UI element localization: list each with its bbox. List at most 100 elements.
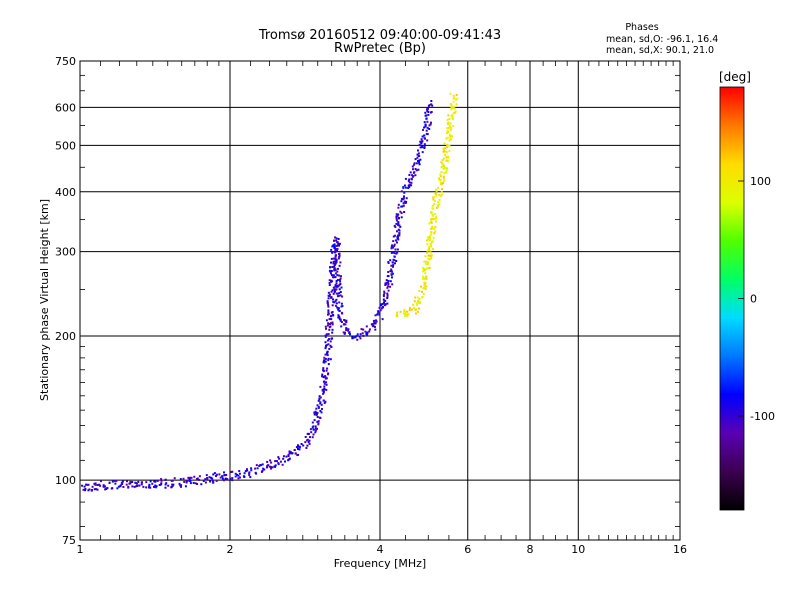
data-point [408, 186, 411, 189]
data-point [397, 206, 400, 209]
phases-box-line1: mean, sd,O: -96.1, 16.4 [606, 34, 718, 45]
data-point [337, 308, 340, 311]
data-point [391, 251, 394, 254]
data-point [449, 126, 452, 129]
data-point [403, 195, 405, 198]
data-point [432, 207, 435, 210]
data-point [88, 488, 91, 491]
data-point [324, 335, 327, 338]
data-point [297, 453, 300, 456]
data-point [328, 326, 331, 329]
data-point [386, 294, 389, 297]
data-point [322, 367, 325, 370]
data-point [215, 479, 218, 482]
data-point [424, 255, 427, 258]
data-point [416, 153, 419, 156]
data-point [248, 471, 251, 474]
data-point [336, 284, 339, 287]
data-point [419, 140, 422, 143]
data-point [375, 320, 378, 323]
data-point [326, 302, 329, 305]
data-point [428, 222, 431, 225]
data-point [327, 322, 330, 325]
data-point [222, 479, 225, 482]
data-point [417, 152, 420, 155]
data-point [391, 261, 394, 264]
data-point [298, 448, 301, 451]
chart-title: Tromsø 20160512 09:40:00-09:41:43 [258, 28, 501, 43]
data-point [180, 484, 182, 487]
data-point [259, 464, 262, 467]
data-point [444, 167, 447, 169]
data-point [340, 302, 343, 305]
data-point [186, 479, 189, 482]
data-point [330, 248, 333, 251]
data-point [330, 261, 332, 264]
data-point [339, 291, 342, 293]
data-point [274, 464, 277, 467]
data-point [333, 251, 336, 254]
data-point [134, 482, 137, 484]
data-point [140, 483, 143, 486]
data-point [236, 473, 238, 476]
data-point [392, 235, 395, 238]
data-point [412, 175, 415, 178]
data-point [300, 443, 303, 445]
data-point [244, 470, 247, 473]
data-point [423, 284, 426, 287]
x-tick-label: 2 [227, 543, 234, 556]
data-point [429, 251, 432, 254]
data-point [261, 469, 264, 472]
data-point [424, 111, 427, 114]
y-axis-label: Stationary phase Virtual Height [km] [38, 199, 51, 401]
data-point [392, 246, 395, 249]
data-point [425, 117, 428, 120]
data-point [325, 327, 327, 330]
data-point [334, 236, 337, 239]
data-point [331, 266, 334, 268]
x-tick-label: 8 [527, 543, 534, 556]
data-point [379, 309, 382, 312]
data-point [329, 322, 332, 325]
data-point [325, 369, 328, 372]
data-point [426, 126, 429, 129]
data-point [304, 436, 307, 438]
data-point [316, 404, 319, 407]
data-point [317, 420, 320, 423]
data-point [341, 295, 344, 298]
data-point [425, 132, 428, 135]
data-point [396, 315, 399, 317]
data-point [325, 381, 328, 384]
data-point [337, 314, 340, 317]
x-tick-label: 1 [77, 543, 84, 556]
data-point [315, 407, 318, 410]
data-point [424, 288, 427, 291]
data-point [319, 410, 322, 412]
data-point [430, 212, 433, 214]
data-point [381, 306, 384, 309]
data-point [339, 319, 342, 322]
data-point [385, 283, 388, 286]
data-point [424, 137, 426, 140]
x-axis-label: Frequency [MHz] [334, 557, 426, 570]
data-point [450, 108, 453, 111]
data-point [333, 247, 336, 249]
data-point [298, 446, 301, 449]
data-point [387, 271, 390, 273]
data-point [439, 181, 442, 184]
data-point [425, 267, 428, 270]
data-point [311, 426, 314, 429]
data-point [323, 359, 326, 362]
data-point [385, 279, 388, 282]
data-point [426, 108, 429, 111]
data-point [406, 315, 409, 318]
data-point [154, 484, 157, 487]
data-point [383, 301, 385, 304]
data-point [431, 104, 434, 107]
data-point [314, 410, 317, 413]
data-point [237, 474, 240, 477]
data-point [111, 487, 114, 490]
data-point [323, 387, 326, 390]
data-point [383, 290, 386, 293]
data-point [82, 488, 85, 491]
